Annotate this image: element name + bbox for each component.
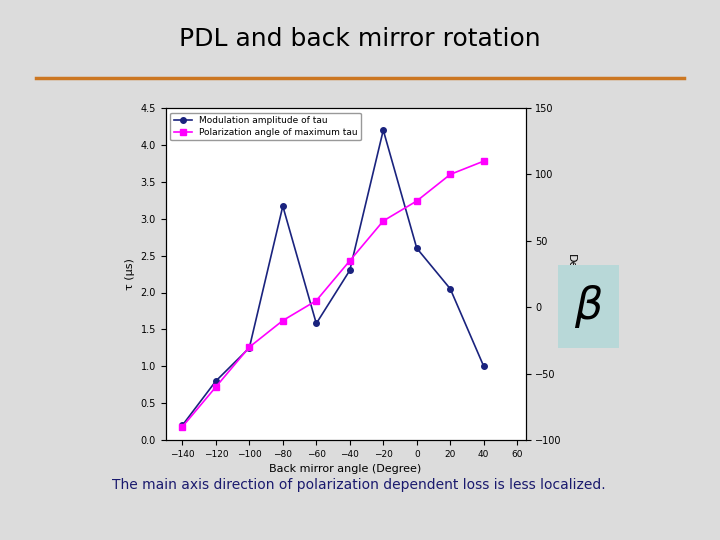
X-axis label: Back mirror angle (Degree): Back mirror angle (Degree)	[269, 464, 422, 474]
Text: PDL and back mirror rotation: PDL and back mirror rotation	[179, 27, 541, 51]
Text: $\beta$: $\beta$	[574, 283, 603, 330]
Text: The main axis direction of polarization dependent loss is less localized.: The main axis direction of polarization …	[112, 478, 606, 492]
Y-axis label: Degree: Degree	[566, 254, 576, 294]
Legend: Modulation amplitude of tau, Polarization angle of maximum tau: Modulation amplitude of tau, Polarizatio…	[170, 112, 361, 140]
Y-axis label: τ (μs): τ (μs)	[125, 258, 135, 290]
